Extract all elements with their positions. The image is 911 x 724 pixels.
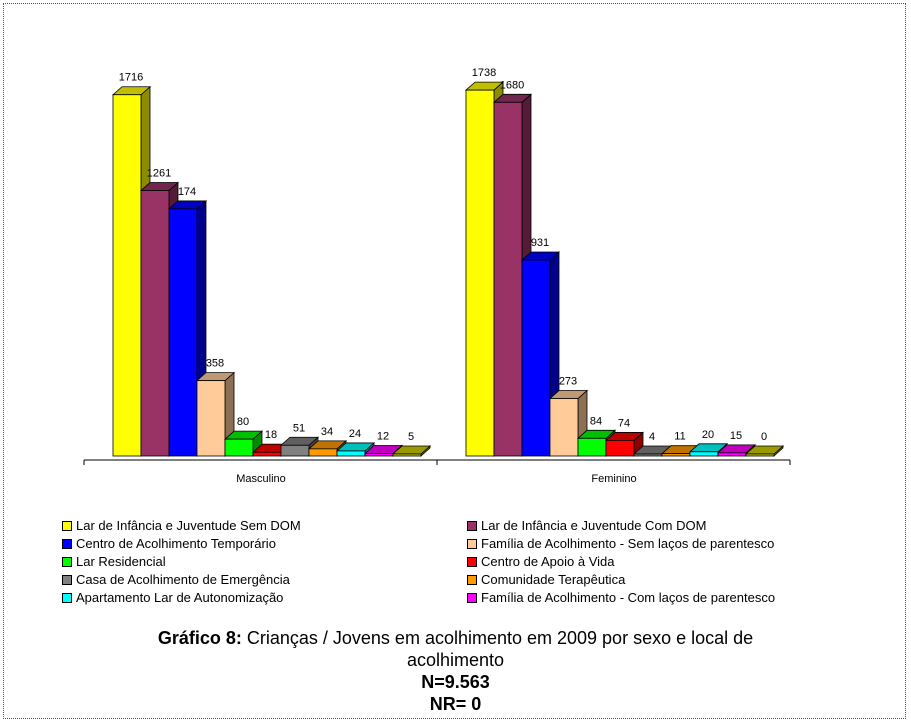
legend-item-casa-emergencia: Casa de Acolhimento de Emergência — [62, 571, 467, 588]
caption-n: N=9.563 — [421, 672, 490, 692]
data-label: 84 — [590, 415, 602, 427]
bar-front — [465, 89, 495, 457]
category-label-masculino: Masculino — [236, 473, 286, 485]
category-label-feminino: Feminino — [591, 473, 636, 485]
data-label: 931 — [531, 237, 549, 249]
data-label: 273 — [559, 376, 577, 388]
bar-front — [364, 453, 394, 457]
legend-item-lar-sem-dom: Lar de Infância e Juventude Sem DOM — [62, 517, 467, 534]
data-label: 11 — [674, 431, 685, 443]
legend-swatch — [467, 538, 477, 549]
data-label: 174 — [178, 186, 196, 198]
data-label: 24 — [349, 428, 361, 440]
bar — [548, 389, 589, 457]
bar-front — [224, 438, 254, 457]
legend-label: Centro de Acolhimento Temporário — [76, 536, 276, 551]
legend-label: Lar Residencial — [76, 554, 166, 569]
legend-label: Casa de Acolhimento de Emergência — [76, 572, 290, 587]
bar-front — [493, 101, 523, 457]
bar-front — [689, 451, 719, 457]
legend-item-lar-residencial: Lar Residencial — [62, 553, 467, 570]
caption-title-line: Gráfico 8: Crianças / Jovens em acolhime… — [0, 627, 911, 649]
chart-frame — [3, 3, 906, 719]
data-label: 34 — [321, 426, 333, 438]
bar-front — [577, 437, 607, 457]
legend-swatch — [62, 592, 72, 603]
legend: Lar de Infância e Juventude Sem DOM Lar … — [62, 517, 862, 606]
bar-front — [252, 451, 282, 457]
bar-front — [745, 453, 775, 457]
bar-chart: Masculino Feminino 1716 1261 174 358 80 18 51 3… — [83, 67, 791, 485]
data-label: 1261 — [147, 168, 171, 180]
bar — [195, 371, 236, 457]
data-label: 15 — [730, 430, 742, 442]
legend-swatch — [467, 556, 477, 567]
data-label: 51 — [293, 422, 305, 434]
data-label: 5 — [408, 431, 414, 443]
data-label: 18 — [265, 429, 277, 441]
legend-swatch — [62, 520, 72, 531]
bar-front — [717, 452, 747, 457]
caption-nr: NR= 0 — [429, 694, 482, 714]
legend-label: Centro de Apoio à Vida — [481, 554, 615, 569]
bar-front — [140, 190, 170, 457]
data-label: 0 — [761, 431, 767, 443]
bar-front — [605, 440, 635, 457]
caption-text-continued: acolhimento — [406, 650, 505, 670]
legend-label: Lar de Infância e Juventude Sem DOM — [76, 518, 301, 533]
legend-swatch — [62, 538, 72, 549]
bar — [744, 445, 785, 457]
data-label: 1716 — [119, 72, 143, 84]
legend-item-centro-apoio-vida: Centro de Apoio à Vida — [467, 553, 862, 570]
bar-front — [336, 450, 366, 457]
legend-label: Família de Acolhimento - Com laços de pa… — [481, 590, 776, 605]
bar — [520, 251, 561, 457]
data-labels: 1716 1261 174 358 80 18 51 34 24 12 5 1738 1680 931 27… — [119, 67, 767, 443]
legend-swatch — [62, 574, 72, 585]
data-label: 1680 — [500, 79, 524, 91]
bar-front — [308, 448, 338, 457]
bar-front — [549, 398, 579, 457]
data-label: 12 — [377, 430, 389, 442]
bar — [604, 431, 645, 457]
legend-label: Apartamento Lar de Autonomização — [76, 590, 284, 605]
data-label: 74 — [618, 417, 630, 429]
legend-label: Família de Acolhimento - Sem laços de pa… — [481, 536, 775, 551]
bar-front — [196, 380, 226, 457]
legend-swatch — [467, 520, 477, 531]
legend-item-centro-acolhimento: Centro de Acolhimento Temporário — [62, 535, 467, 552]
legend-label: Comunidade Terapêutica — [481, 572, 626, 587]
legend-swatch — [62, 556, 72, 567]
data-label: 80 — [237, 416, 249, 428]
legend-item-apartamento-lar: Apartamento Lar de Autonomização — [62, 589, 467, 606]
figure-caption: Gráfico 8: Crianças / Jovens em acolhime… — [0, 627, 911, 715]
data-label: 20 — [702, 429, 714, 441]
legend-swatch — [467, 592, 477, 603]
bar-front — [633, 453, 663, 457]
data-label: 358 — [206, 358, 224, 370]
bar-front — [112, 94, 142, 457]
legend-item-comunidade-terapeutica: Comunidade Terapêutica — [467, 571, 862, 588]
caption-label: Gráfico 8: — [157, 628, 242, 648]
data-label: 4 — [649, 431, 655, 443]
legend-swatch — [467, 574, 477, 585]
bar — [391, 445, 432, 457]
legend-item-familia-sem-lacos: Família de Acolhimento - Sem laços de pa… — [467, 535, 862, 552]
bars — [111, 81, 785, 457]
bar-front — [661, 453, 691, 457]
legend-label: Lar de Infância e Juventude Com DOM — [481, 518, 707, 533]
data-label: 1738 — [472, 67, 496, 79]
bar-front — [521, 259, 551, 457]
bar-front — [392, 453, 422, 457]
legend-item-familia-com-lacos: Família de Acolhimento - Com laços de pa… — [467, 589, 862, 606]
legend-item-lar-com-dom: Lar de Infância e Juventude Com DOM — [467, 517, 862, 534]
bar-front — [168, 208, 198, 457]
bar-front — [280, 444, 310, 457]
caption-text: Crianças / Jovens em acolhimento em 2009… — [241, 628, 754, 648]
